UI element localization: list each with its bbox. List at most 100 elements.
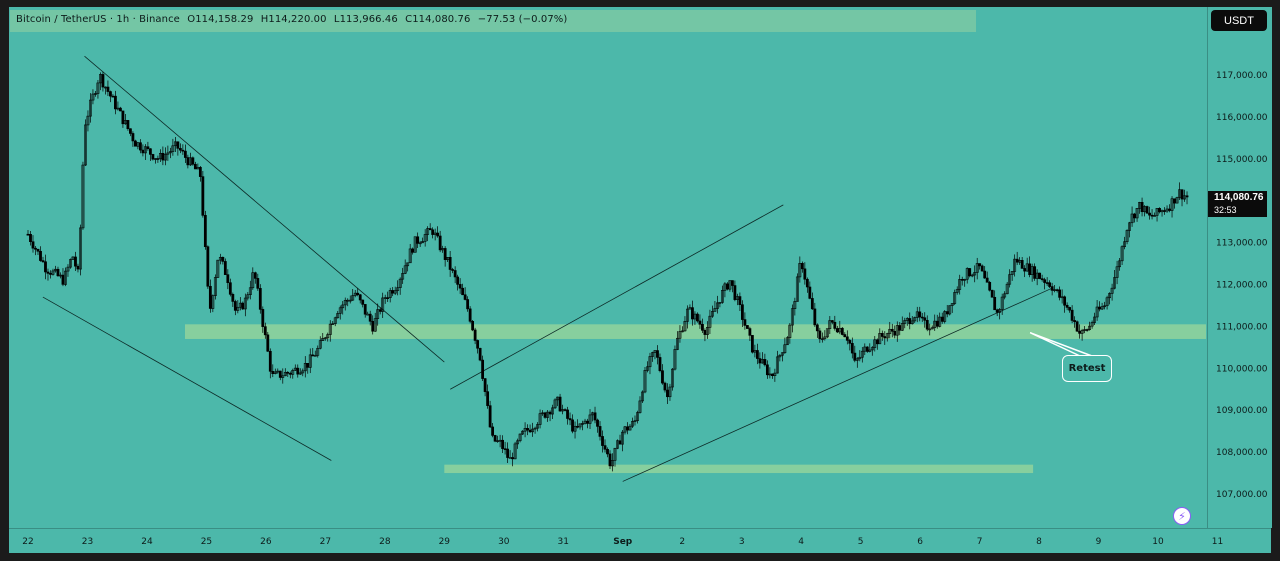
candle-body (643, 370, 647, 393)
lightning-icon[interactable]: ⚡ (1173, 507, 1191, 525)
candle-body (870, 347, 874, 351)
candle-body (401, 273, 405, 280)
candle-body (328, 323, 332, 335)
candle-body (481, 359, 485, 379)
candle-body (528, 429, 532, 433)
candle-body (1098, 306, 1101, 310)
candle-body (351, 295, 355, 301)
candle-body (533, 427, 537, 430)
candle-body (743, 319, 747, 326)
candle-body (721, 290, 724, 303)
time-tick-label: 6 (917, 537, 923, 547)
candle-body (813, 308, 817, 326)
candle-body (858, 356, 862, 360)
price-tick-label: 117,000.00 (1216, 71, 1268, 81)
price-axis[interactable] (1207, 7, 1272, 528)
candle-body (780, 352, 784, 356)
candle-body (211, 295, 215, 309)
candle-body (745, 325, 749, 329)
candle-body (1023, 268, 1027, 272)
candle-body (1168, 208, 1171, 211)
candle-body (678, 331, 682, 339)
candle-body (1158, 208, 1161, 213)
candle-body (151, 154, 155, 160)
candle-body (1043, 279, 1047, 283)
time-tick-label: 7 (977, 537, 983, 547)
candle-body (646, 366, 649, 371)
candle-body (251, 272, 255, 289)
candle-body (708, 315, 712, 328)
candle-body (333, 317, 337, 324)
candle-body (945, 311, 949, 315)
candle-body (483, 378, 487, 392)
candle-body (698, 320, 702, 325)
candle-body (576, 425, 579, 428)
candle-body (368, 313, 372, 322)
candle-body (261, 309, 265, 327)
symbol-legend: Bitcoin / TetherUS · 1h · Binance O114,1… (16, 14, 571, 25)
candle-body (503, 448, 507, 450)
candle-body (96, 82, 100, 94)
candle-body (41, 260, 45, 263)
candle-body (278, 370, 282, 378)
candle-body (408, 248, 412, 264)
retest-callout[interactable]: Retest (1062, 355, 1112, 382)
candle-body (1033, 266, 1037, 279)
candle-body (256, 278, 260, 289)
candle-body (601, 436, 604, 446)
candle-body (223, 261, 227, 275)
candle-body (126, 120, 130, 129)
price-tick-label: 116,000.00 (1216, 113, 1268, 123)
candle-body (578, 423, 582, 428)
candle-body (296, 367, 300, 375)
trendline (42, 296, 332, 461)
candle-body (598, 426, 602, 437)
candle-body (1068, 307, 1072, 311)
candle-body (1020, 260, 1024, 269)
currency-button[interactable]: USDT (1211, 10, 1267, 31)
candle-body (955, 289, 959, 293)
candle-body (823, 336, 827, 340)
candle-body (343, 299, 347, 306)
candle-body (925, 319, 929, 330)
candle-body (845, 336, 849, 341)
candle-body (111, 95, 115, 98)
candle-body (676, 337, 679, 350)
candle-body (216, 259, 220, 278)
candle-body (281, 375, 285, 378)
candle-body (748, 328, 752, 336)
symbol-name[interactable]: Bitcoin / TetherUS · 1h · Binance (16, 14, 180, 25)
candle-body (953, 292, 957, 304)
candle-body (1010, 271, 1014, 275)
candle-body (1103, 305, 1106, 308)
candle-body (963, 278, 967, 281)
candle-body (1088, 325, 1092, 330)
candle-body (1145, 206, 1149, 214)
candle-body (463, 294, 467, 300)
candle-body (800, 263, 804, 270)
candle-body (248, 287, 252, 296)
candle-body (101, 74, 105, 88)
candle-body (868, 349, 872, 352)
support-zone (444, 464, 1034, 474)
candle-body (1095, 306, 1099, 318)
candle-body (273, 371, 277, 374)
time-axis[interactable] (9, 528, 1271, 553)
candle-body (1108, 293, 1111, 299)
candle-body (641, 391, 644, 402)
candle-body (1140, 202, 1144, 213)
candle-body (456, 276, 460, 285)
candle-body (1110, 287, 1114, 294)
candle-body (970, 274, 974, 277)
candle-body (246, 294, 250, 299)
candle-body (948, 305, 952, 315)
candle-body (391, 290, 395, 294)
candle-body (848, 340, 852, 344)
candle-body (358, 294, 362, 301)
price-tick-label: 111,000.00 (1216, 322, 1268, 332)
candle-body (221, 256, 225, 262)
candle-body (79, 227, 82, 270)
retest-pointer (1029, 331, 1093, 357)
candle-body (428, 228, 432, 231)
candle-body (448, 257, 452, 270)
